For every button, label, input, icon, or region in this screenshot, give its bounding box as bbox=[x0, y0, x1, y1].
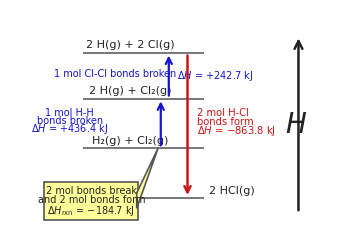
Text: 1 mol Cl-Cl bonds broken: 1 mol Cl-Cl bonds broken bbox=[54, 69, 176, 79]
FancyBboxPatch shape bbox=[45, 182, 138, 220]
Text: $\Delta H$ = $-$863.8 kJ: $\Delta H$ = $-$863.8 kJ bbox=[197, 124, 276, 138]
Text: 2 H(g) + 2 Cl(g): 2 H(g) + 2 Cl(g) bbox=[86, 40, 174, 50]
Text: 2 mol bonds break: 2 mol bonds break bbox=[46, 186, 137, 195]
Text: 2 mol H-Cl: 2 mol H-Cl bbox=[197, 108, 249, 118]
Polygon shape bbox=[137, 148, 158, 208]
Text: H₂(g) + Cl₂(g): H₂(g) + Cl₂(g) bbox=[92, 136, 168, 146]
Text: 2 HCl(g): 2 HCl(g) bbox=[209, 186, 255, 196]
Text: 2 H(g) + Cl₂(g): 2 H(g) + Cl₂(g) bbox=[89, 86, 171, 96]
Text: $H$: $H$ bbox=[285, 111, 307, 139]
Text: bonds form: bonds form bbox=[197, 117, 254, 127]
Text: $\Delta H_{\rm rxn}$ = $-$184.7 kJ: $\Delta H_{\rm rxn}$ = $-$184.7 kJ bbox=[47, 204, 135, 218]
Text: $\Delta H$ = +436.4 kJ: $\Delta H$ = +436.4 kJ bbox=[31, 123, 108, 136]
Text: 1 mol H-H: 1 mol H-H bbox=[46, 108, 94, 118]
Text: bonds broken: bonds broken bbox=[37, 116, 103, 126]
Text: $\Delta H$ = +242.7 kJ: $\Delta H$ = +242.7 kJ bbox=[177, 69, 253, 83]
Text: and 2 mol bonds form: and 2 mol bonds form bbox=[38, 195, 145, 205]
